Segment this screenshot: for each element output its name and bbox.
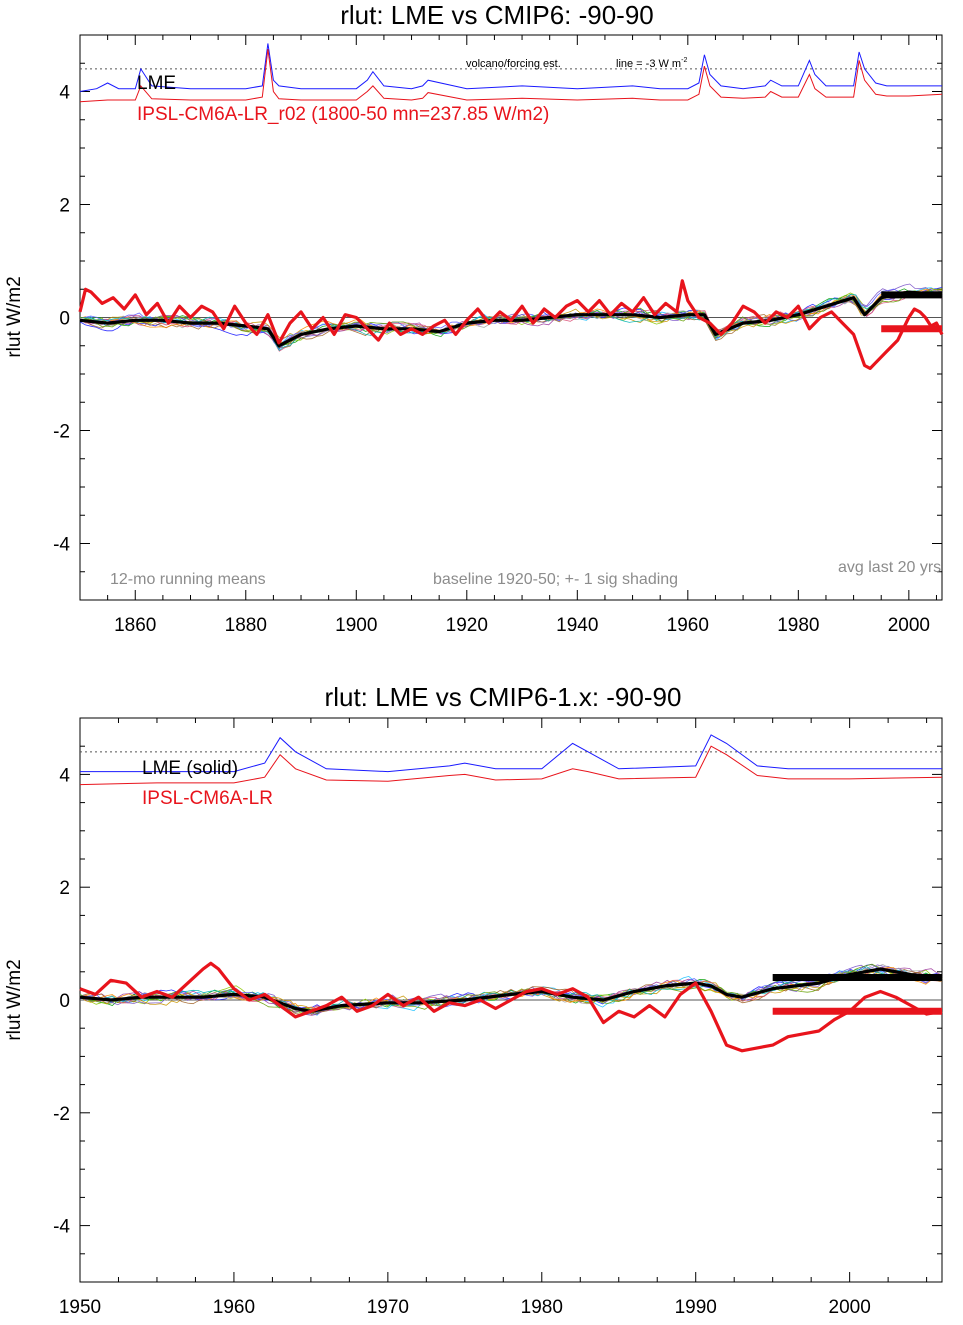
line-note-sup: -2	[681, 57, 687, 64]
y-axis-label: rlut W/m2	[4, 276, 25, 357]
chart-title: rlut: LME vs CMIP6-1.x: -90-90	[325, 682, 682, 712]
legend-entry-lme: LME	[137, 73, 176, 94]
y-tick-label: -2	[53, 422, 70, 443]
chart-title: rlut: LME vs CMIP6: -90-90	[340, 0, 654, 30]
baseline-note: baseline 1920-50; +- 1 sig shading	[433, 571, 678, 588]
lme-mean-line	[79, 290, 943, 348]
x-tick-label: 1880	[225, 615, 267, 636]
ensemble-member-line	[79, 963, 943, 1010]
ensemble-member-line	[79, 283, 943, 345]
legend-entry-lme: LME (solid)	[142, 758, 238, 779]
lme-mean-line	[79, 967, 943, 1013]
ensemble-member-line	[79, 290, 943, 351]
forcing-ipsl-line	[79, 745, 943, 786]
forcing-ipsl-line	[79, 49, 943, 103]
x-tick-label: 2000	[829, 1297, 871, 1318]
y-tick-label: -4	[53, 535, 70, 556]
x-tick-label: 1940	[556, 615, 598, 636]
ensemble-member-line	[79, 963, 943, 1011]
line-note: line = -3 W m-2	[616, 57, 687, 70]
x-tick-label: 2000	[888, 615, 930, 636]
y-tick-label: 4	[59, 83, 70, 104]
y-tick-label: 4	[59, 765, 70, 786]
running-means-note: 12-mo running means	[110, 571, 266, 588]
legend-entry-ipsl: IPSL-CM6A-LR_r02 (1800-50 mn=237.85 W/m2…	[137, 104, 549, 125]
x-tick-label: 1950	[59, 1297, 101, 1318]
y-tick-label: 2	[59, 196, 70, 217]
y-axis-label: rlut W/m2	[4, 959, 25, 1040]
panel-bottom: rlut: LME vs CMIP6-1.x: -90-90 rlut W/m2…	[4, 682, 943, 1318]
x-tick-label: 1960	[667, 615, 709, 636]
legend: LME IPSL-CM6A-LR_r02 (1800-50 mn=237.85 …	[137, 73, 549, 125]
legend: LME (solid) IPSL-CM6A-LR	[142, 758, 273, 809]
plot-content: 1950 1960 1970 1980 1990 2000 -4 -2 0 2 4	[53, 717, 943, 1318]
ipsl-line	[78, 279, 944, 370]
y-tick-label: 0	[59, 991, 70, 1012]
y-tick-label: 2	[59, 878, 70, 899]
x-tick-label: 1920	[446, 615, 488, 636]
forcing-lme-line	[79, 43, 942, 92]
volcano-note: volcano/forcing est.	[466, 58, 561, 70]
x-tick-label: 1980	[521, 1297, 563, 1318]
legend-entry-ipsl: IPSL-CM6A-LR	[142, 788, 273, 809]
x-tick-label: 1990	[675, 1297, 717, 1318]
avg-last-note: avg last 20 yrs	[838, 559, 941, 576]
y-tick-label: -2	[53, 1104, 70, 1125]
y-tick-label: 0	[59, 309, 70, 330]
x-tick-label: 1900	[335, 615, 377, 636]
x-tick-label: 1980	[777, 615, 819, 636]
ipsl-line	[79, 961, 943, 1053]
x-tick-label: 1970	[367, 1297, 409, 1318]
forcing-lme-line	[80, 734, 942, 773]
panel-top: rlut: LME vs CMIP6: -90-90 rlut W/m2 186…	[4, 0, 944, 636]
line-note-text: line = -3 W m	[616, 58, 681, 70]
y-tick-label: -4	[53, 1217, 70, 1238]
x-tick-label: 1960	[213, 1297, 255, 1318]
annotations: volcano/forcing est. line = -3 W m-2 12-…	[110, 57, 941, 588]
ensemble-member-line	[79, 963, 943, 1012]
x-tick-label: 1860	[114, 615, 156, 636]
ensemble-member-line	[79, 966, 943, 1011]
plot-content: 1860 1880 1900 1920 1940 1960 1980 2000 -4 -2 0 2 4	[53, 34, 944, 636]
